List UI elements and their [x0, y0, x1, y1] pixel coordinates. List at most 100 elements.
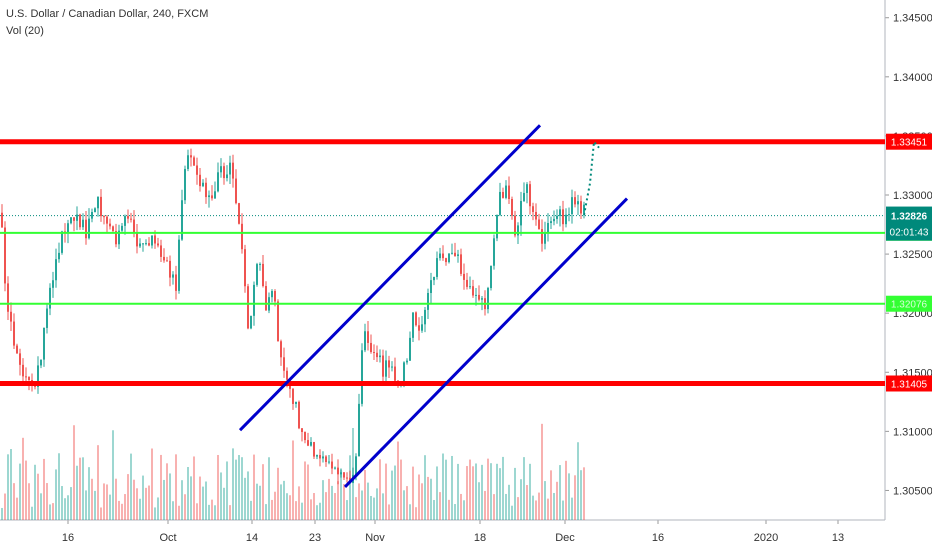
candle-body	[343, 472, 345, 478]
volume-bar	[55, 469, 57, 520]
volume-bar	[433, 500, 435, 520]
candle-body	[394, 366, 396, 381]
volume-bar	[232, 448, 234, 520]
volume-bar	[25, 460, 27, 520]
volume-bar	[304, 461, 306, 520]
candle-body	[85, 219, 87, 239]
volume-bar	[124, 494, 126, 520]
candle-body	[94, 208, 96, 212]
candle-body	[430, 280, 432, 294]
volume-bar	[430, 478, 432, 520]
volume-bar	[391, 470, 393, 520]
volume-bar	[394, 465, 396, 520]
candle-body	[46, 308, 48, 328]
volume-bar	[295, 501, 297, 520]
volume-bar	[46, 483, 48, 520]
volume-bar	[205, 481, 207, 520]
volume-bar	[244, 477, 246, 520]
volume-bar	[43, 458, 45, 520]
x-tick-label: 2020	[754, 532, 778, 544]
volume-bar	[421, 483, 423, 520]
x-tick-label: 23	[309, 532, 321, 544]
volume-bar	[358, 483, 360, 520]
volume-bar	[259, 485, 261, 520]
bar-countdown-label: 02:01:43	[890, 228, 929, 239]
candle-body	[466, 279, 468, 287]
volume-bar	[181, 480, 183, 520]
candle-body	[361, 350, 363, 404]
candle-body	[79, 214, 81, 228]
volume-bar	[355, 497, 357, 520]
candle-body	[187, 155, 189, 169]
volume-bar	[1, 507, 3, 520]
volume-bar	[367, 482, 369, 520]
volume-bar	[442, 453, 444, 520]
volume-bar	[571, 497, 573, 520]
volume-bar	[337, 481, 339, 520]
candle-body	[235, 178, 237, 204]
candle-body	[496, 214, 498, 239]
candle-body	[346, 477, 348, 479]
volume-bar	[322, 480, 324, 520]
candle-body	[313, 442, 315, 457]
candle-body	[259, 263, 261, 265]
volume-bar	[547, 498, 549, 520]
candle-body	[427, 293, 429, 310]
volume-bar	[214, 505, 216, 520]
candle-body	[196, 165, 198, 175]
volume-bar	[187, 467, 189, 520]
volume-bar	[361, 490, 363, 520]
forecast-path[interactable]	[583, 139, 600, 216]
volume-bar	[331, 485, 333, 520]
candle-body	[454, 252, 456, 256]
candle-body	[304, 431, 306, 441]
candle-body	[274, 291, 276, 302]
resistance-price-tag	[886, 133, 932, 150]
candle-body	[403, 362, 405, 384]
volume-bar	[58, 453, 60, 520]
candle-body	[298, 401, 300, 429]
volume-bar	[166, 463, 168, 520]
volume-bar	[268, 457, 270, 520]
candle-body	[565, 214, 567, 225]
channel-lower-line[interactable]	[343, 197, 629, 488]
candle-body	[121, 225, 123, 231]
current-price-tag	[886, 206, 932, 241]
candle-body	[559, 209, 561, 216]
candle-body	[490, 265, 492, 289]
channel-upper-line[interactable]	[238, 124, 542, 432]
candle-body	[475, 294, 477, 296]
x-tick-label: Oct	[159, 532, 176, 544]
volume-bar	[493, 494, 495, 520]
candle-body	[340, 472, 342, 475]
volume-bar	[466, 466, 468, 520]
candle-body	[256, 264, 258, 285]
candle-body	[22, 364, 24, 377]
volume-bar	[193, 456, 195, 520]
candle-body	[286, 370, 288, 380]
volume-bar	[52, 503, 54, 520]
volume-bar	[199, 476, 201, 520]
volume-bar	[418, 474, 420, 520]
y-tick-label: 1.34000	[893, 72, 932, 84]
volume-bar	[91, 478, 93, 520]
volume-bar	[40, 493, 42, 520]
volume-bar	[481, 464, 483, 520]
volume-bar	[31, 506, 33, 520]
x-tick-label: Dec	[555, 532, 575, 544]
candle-body	[97, 196, 99, 209]
volume-bar	[505, 493, 507, 520]
candle-body	[208, 195, 210, 198]
volume-bar	[349, 455, 351, 520]
volume-bar	[271, 499, 273, 520]
volume-bar	[184, 494, 186, 520]
volume-bar	[151, 448, 153, 520]
volume-bar	[457, 463, 459, 520]
candle-body	[100, 196, 102, 217]
volume-bar	[250, 500, 252, 520]
candle-body	[112, 226, 114, 232]
candle-body	[445, 258, 447, 263]
candle-body	[43, 327, 45, 360]
candle-body	[157, 243, 159, 246]
